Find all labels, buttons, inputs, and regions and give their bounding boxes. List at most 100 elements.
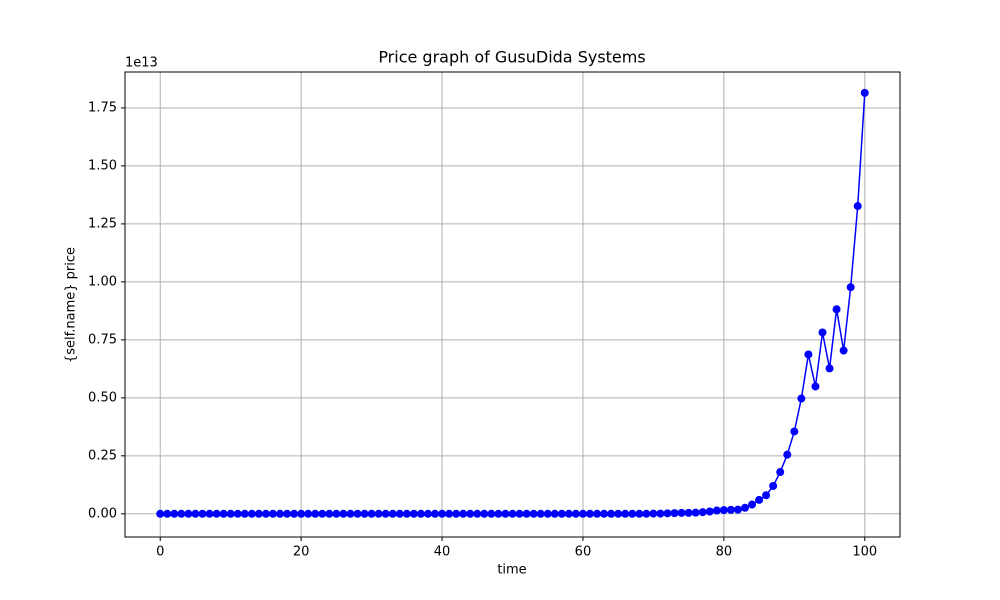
marker	[198, 509, 207, 518]
marker	[635, 509, 644, 518]
marker	[438, 509, 447, 518]
marker	[578, 509, 587, 518]
y-tick-label: 0.25	[88, 448, 117, 463]
chart-title: Price graph of GusuDida Systems	[378, 48, 645, 67]
marker	[593, 509, 602, 518]
marker	[353, 509, 362, 518]
marker	[226, 509, 235, 518]
marker	[473, 509, 482, 518]
marker	[522, 509, 531, 518]
marker	[219, 509, 228, 518]
y-tick-label: 1.00	[88, 274, 117, 289]
marker	[846, 283, 855, 292]
marker	[783, 450, 792, 459]
marker	[670, 509, 679, 518]
marker	[755, 495, 764, 504]
marker	[705, 507, 714, 516]
marker	[381, 509, 390, 518]
marker	[769, 481, 778, 490]
marker	[409, 509, 418, 518]
marker	[811, 382, 820, 391]
marker	[163, 509, 172, 518]
marker	[184, 509, 193, 518]
marker	[339, 509, 348, 518]
marker	[741, 503, 749, 512]
marker	[600, 509, 609, 518]
marker	[318, 509, 327, 518]
marker	[508, 509, 517, 518]
y-offset-label: 1e13	[125, 56, 158, 71]
marker	[346, 509, 355, 518]
marker	[494, 509, 503, 518]
y-tick-label: 0.75	[88, 332, 117, 347]
marker	[360, 509, 369, 518]
marker	[691, 508, 700, 517]
marker	[628, 509, 637, 518]
marker	[459, 509, 468, 518]
marker	[853, 202, 862, 211]
marker	[663, 509, 672, 518]
marker	[818, 328, 827, 337]
marker	[388, 509, 397, 518]
marker	[445, 509, 454, 518]
marker	[311, 509, 320, 518]
marker	[191, 509, 200, 518]
y-tick-label: 1.75	[88, 100, 117, 115]
marker	[649, 509, 658, 518]
marker	[395, 509, 404, 518]
y-tick-label: 1.25	[88, 216, 117, 231]
marker	[832, 305, 841, 314]
marker	[487, 509, 496, 518]
marker	[684, 508, 693, 517]
marker	[790, 427, 799, 436]
marker	[621, 509, 630, 518]
marker	[304, 509, 313, 518]
marker	[614, 509, 623, 518]
marker	[501, 509, 510, 518]
marker	[416, 509, 425, 518]
marker	[804, 350, 813, 359]
marker	[431, 509, 439, 518]
marker	[283, 509, 292, 518]
marker	[261, 509, 270, 518]
marker	[297, 509, 306, 518]
marker	[233, 509, 242, 518]
marker	[205, 509, 214, 518]
marker	[677, 508, 686, 517]
x-tick-label: 80	[716, 545, 733, 560]
marker	[332, 509, 341, 518]
marker	[480, 509, 489, 518]
marker	[550, 509, 559, 518]
marker	[586, 509, 594, 518]
marker	[839, 346, 848, 355]
marker	[543, 509, 552, 518]
marker	[825, 364, 834, 373]
marker	[776, 468, 785, 477]
marker	[726, 505, 735, 514]
marker	[466, 509, 475, 518]
marker	[156, 509, 165, 518]
marker	[748, 500, 757, 509]
marker	[733, 505, 742, 514]
marker	[290, 509, 299, 518]
y-tick-label: 0.00	[88, 506, 117, 521]
marker	[536, 509, 545, 518]
marker	[247, 509, 256, 518]
y-axis-label: {self.name} price	[64, 247, 79, 363]
marker	[712, 506, 721, 515]
marker	[177, 509, 186, 518]
y-tick-label: 0.50	[88, 390, 117, 405]
marker	[423, 509, 432, 518]
marker	[170, 509, 179, 518]
marker	[402, 509, 411, 518]
marker	[860, 88, 869, 97]
marker	[212, 509, 221, 518]
marker	[642, 509, 651, 518]
line	[160, 92, 866, 515]
marker	[276, 509, 284, 518]
marker	[515, 509, 524, 518]
marker	[698, 508, 707, 517]
x-tick-label: 20	[293, 545, 310, 560]
